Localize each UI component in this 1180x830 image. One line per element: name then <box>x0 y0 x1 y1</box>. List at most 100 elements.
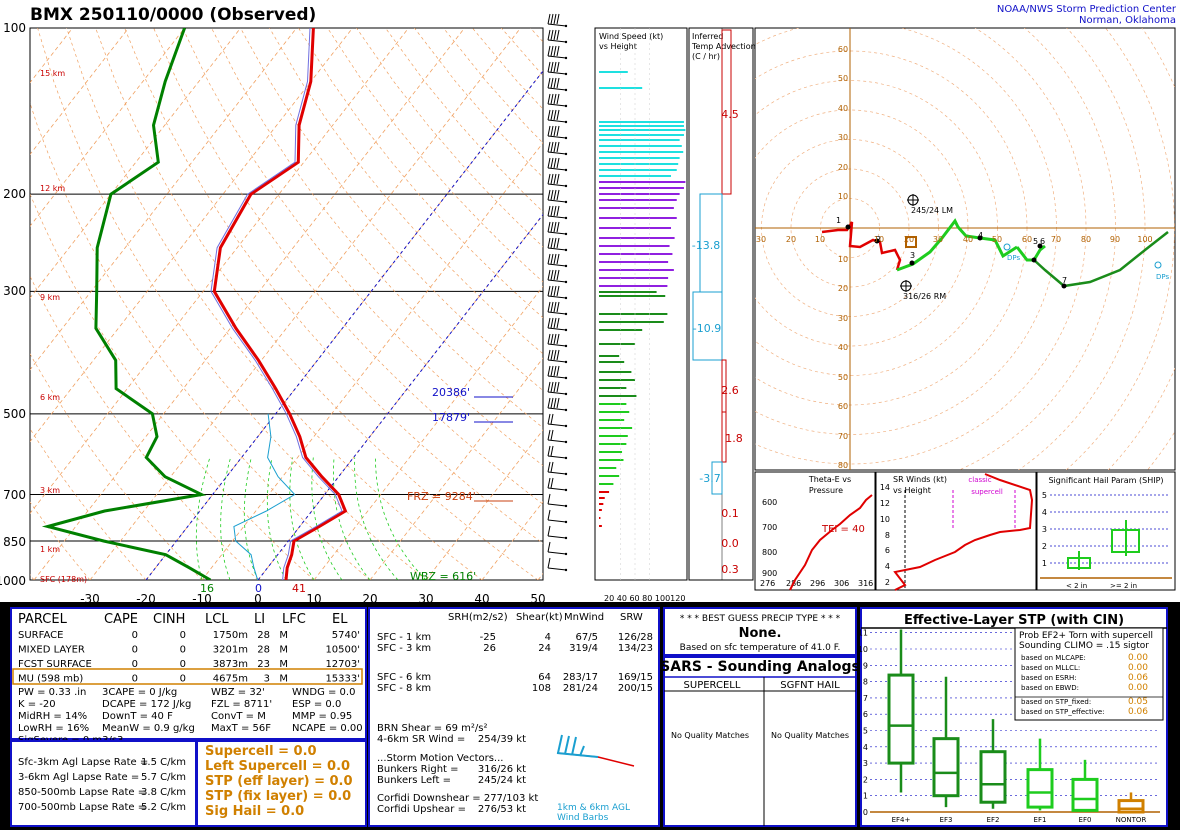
kin-cell: 26 <box>483 643 496 654</box>
lapse-label: Sfc-3km Agl Lapse Rate = <box>18 757 148 768</box>
theta-x-296: 296 <box>810 579 825 588</box>
ship-y-3: 3 <box>1042 525 1047 534</box>
hod-x-30r: 30 <box>933 235 943 244</box>
composite-param: STP (fix layer) = 0.0 <box>205 789 351 804</box>
ship-y-2: 2 <box>1042 542 1047 551</box>
parcel-cell: M <box>279 659 288 670</box>
hod-y-10u: 10 <box>838 192 848 201</box>
sr-winds-panel: SR Winds (kt) vs Height classic supercel… <box>875 471 1037 591</box>
parcel-cell: 23 <box>257 659 270 670</box>
lapse-label: 850-500mb Lapse Rate = <box>18 787 146 798</box>
parcel-header: LFC <box>282 612 306 627</box>
parcel-cell: 4675m <box>213 674 248 685</box>
parcel-cell: 28 <box>257 630 270 641</box>
parcel-cell: 3201m <box>213 645 248 656</box>
stp-prob-value: 0.05 <box>1128 697 1148 707</box>
stp-prob-label: based on EBWD: <box>1021 684 1079 692</box>
hod-y-40d: 40 <box>838 343 848 352</box>
ws-title-1: Wind Speed (kt) <box>599 32 663 41</box>
h-label-1km: 1 km <box>40 545 60 554</box>
index-cell: MMP = 0.95 <box>292 711 352 722</box>
stp-y-tick: 7 <box>863 694 868 703</box>
kin-cell: -25 <box>480 632 496 643</box>
kin-cell: 281/24 <box>563 683 598 694</box>
parcel-panel: PARCEL CAPE CINH LCL LI LFC EL SURFACE 0 0 1750m 28… <box>10 607 367 827</box>
stp-y-tick: 8 <box>863 678 868 687</box>
sfc-temp: 41 <box>292 582 306 595</box>
sars-panel: SARS - Sounding Analogs SUPERCELL SGFNT … <box>660 656 860 827</box>
precip-value: None. <box>739 626 782 641</box>
stp-category: EF2 <box>987 816 1000 824</box>
parcel-cell: M <box>279 645 288 656</box>
composite-param: Left Supercell = 0.0 <box>205 759 350 774</box>
level-label-1: 20386' <box>432 386 470 399</box>
precip-panel: * * * BEST GUESS PRECIP TYPE * * * None.… <box>663 607 857 656</box>
hod-pt-5: 5 <box>1033 237 1038 246</box>
kin-cell: 134/23 <box>618 643 653 654</box>
kin-header: SRW <box>620 612 643 623</box>
srw-y-12: 12 <box>880 499 890 508</box>
kin-cell: SFC - 6 km <box>377 672 431 683</box>
stp-category: EF4+ <box>892 816 911 824</box>
kin-header: Shear(kt) <box>516 612 563 623</box>
srw-classic: classic <box>968 476 991 484</box>
hod-y-20d: 20 <box>838 284 848 293</box>
hod-x-10l: 10 <box>815 235 825 244</box>
stp-prob-label: based on STP_effective: <box>1021 708 1105 716</box>
hod-pt-6: 6 <box>1040 237 1045 246</box>
stp-y-tick: 2 <box>863 775 868 784</box>
hod-y-20u: 20 <box>838 163 848 172</box>
height-labels: 15 km 12 km 9 km 6 km 3 km 1 km SFC (178… <box>40 69 87 584</box>
ship-y-4: 4 <box>1042 508 1047 517</box>
stp-y-tick: 0 <box>863 808 868 817</box>
wind-speed-panel: Wind Speed (kt) vs Height 20 40 60 80 10… <box>594 27 688 603</box>
stp-prob-label: based on STP_fixed: <box>1021 698 1091 706</box>
kin-cell: 67/5 <box>576 632 598 643</box>
hod-y-70d: 70 <box>838 432 848 441</box>
parcel-cell: 0 <box>132 659 138 670</box>
parcel-cell: 28 <box>257 645 270 656</box>
ta-val-7: 0.1 <box>721 507 739 520</box>
sounding-title: BMX 250110/0000 (Observed) <box>30 5 316 25</box>
bunkers-right-value: 316/26 kt <box>478 764 526 775</box>
frz-label: FRZ = 9284' <box>407 490 476 503</box>
sr-barbs-plot: 1km & 6km AGL Wind Barbs <box>556 734 635 823</box>
parcel-cell: 0 <box>180 645 186 656</box>
kin-cell: 24 <box>538 643 551 654</box>
kin-cell: 169/15 <box>618 672 653 683</box>
parcel-cell: 1750m <box>213 630 248 641</box>
stp-y-tick: 1 <box>863 792 868 801</box>
hod-x-80r: 80 <box>1081 235 1091 244</box>
h-label-15km: 15 km <box>40 69 65 78</box>
sfc-wetbulb: 0 <box>255 582 262 595</box>
stp-prob-value: 0.06 <box>1128 707 1148 717</box>
parcel-cell: 0 <box>132 630 138 641</box>
ship-y-1: 1 <box>1042 559 1047 568</box>
tei-label: TEI = 40 <box>821 524 865 535</box>
hod-dps-2: DPs <box>1156 273 1169 281</box>
stp-prob-value: 0.00 <box>1128 663 1148 673</box>
hod-x-50r: 50 <box>992 235 1002 244</box>
precip-title: * * * BEST GUESS PRECIP TYPE * * * <box>680 614 841 624</box>
kin-cell: 200/15 <box>618 683 653 694</box>
kin-cell: 319/4 <box>569 643 598 654</box>
srw-y-6: 6 <box>885 546 890 555</box>
parcel-cell: MU (598 mb) <box>18 674 83 685</box>
wbz-label: WBZ = 616' <box>410 570 476 583</box>
index-cell: 3CAPE = 0 J/kg <box>102 687 177 698</box>
hod-x-70r: 70 <box>1051 235 1061 244</box>
ta-val-4: 2.6 <box>721 384 739 397</box>
srw-y-10: 10 <box>880 515 890 524</box>
stp-prob-label: based on MLLCL: <box>1021 664 1080 672</box>
p-label-700: 700 <box>3 488 26 502</box>
ship-title: Significant Hail Param (SHIP) <box>1048 476 1163 485</box>
stp-title: Effective-Layer STP (with CIN) <box>904 613 1124 628</box>
kin-cell: 64 <box>538 672 551 683</box>
srw-y-4: 4 <box>885 562 890 571</box>
sr-wind-value: 254/39 kt <box>478 734 526 745</box>
ta-val-2: -13.8 <box>692 239 720 252</box>
index-cell: WNDG = 0.0 <box>292 687 355 698</box>
stp-y-tick: 6 <box>863 710 868 719</box>
stp-category: EF1 <box>1034 816 1047 824</box>
